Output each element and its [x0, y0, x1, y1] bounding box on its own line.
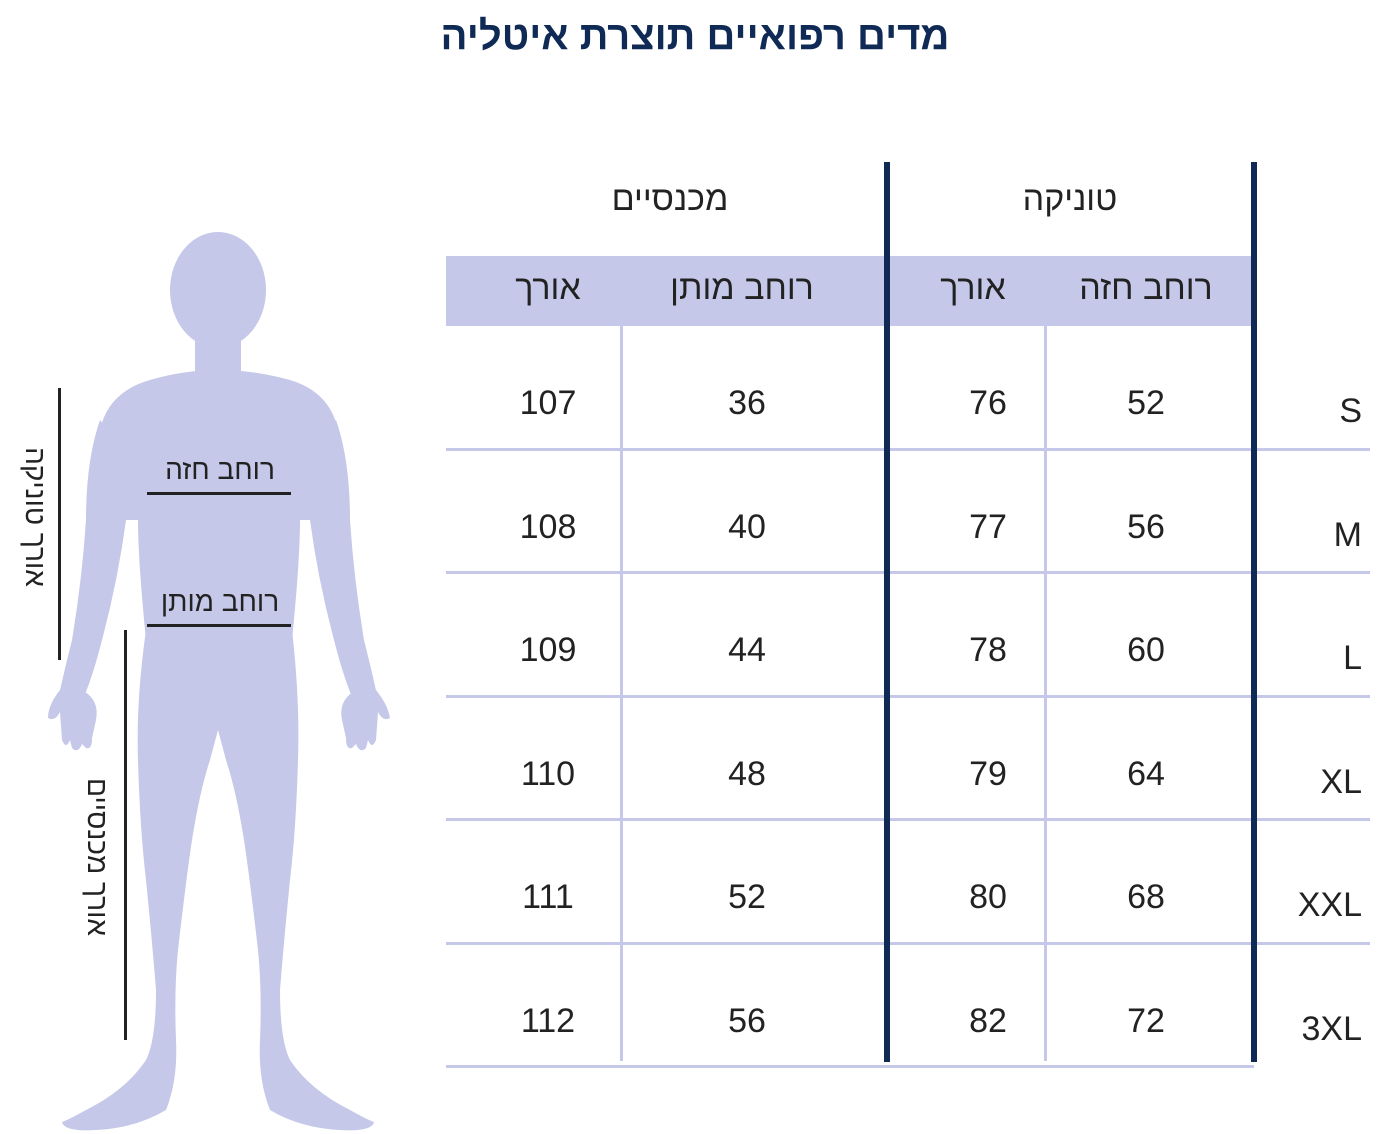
- cell-pants-length: 108: [519, 508, 577, 546]
- divider-group-right: [1251, 162, 1257, 1062]
- divider-group-left: [884, 162, 890, 1062]
- chest-measure-line: [147, 492, 291, 495]
- cell-chest: 60: [1127, 631, 1165, 669]
- size-label: M: [1333, 516, 1362, 554]
- header-tunic-chest: רוחב חזה: [1079, 269, 1213, 307]
- row-divider: [446, 571, 1370, 574]
- row-divider: [446, 448, 1370, 451]
- waist-label: רוחב מותן: [160, 586, 280, 617]
- cell-pants-length: 111: [522, 878, 574, 916]
- cell-chest: 64: [1127, 755, 1165, 793]
- body-figure: [48, 232, 390, 1131]
- pants-length-label: אורך מכנסיים: [82, 778, 113, 936]
- cell-chest: 72: [1127, 1002, 1165, 1040]
- cell-waist: 40: [728, 508, 766, 546]
- cell-chest: 52: [1127, 384, 1165, 422]
- cell-waist: 52: [728, 878, 766, 916]
- cell-waist: 36: [728, 384, 766, 422]
- cell-waist: 56: [728, 1002, 766, 1040]
- cell-tunic-length: 76: [969, 384, 1007, 422]
- size-label: XL: [1320, 763, 1362, 801]
- tunic-length-line: [58, 388, 61, 660]
- size-label: XXL: [1297, 886, 1362, 924]
- pants-length-line: [124, 630, 127, 1040]
- header-pants-length: אורך: [515, 269, 581, 307]
- size-label: 3XL: [1301, 1010, 1363, 1048]
- cell-pants-length: 110: [520, 755, 576, 793]
- cell-tunic-length: 78: [969, 631, 1007, 669]
- row-divider: [446, 818, 1370, 821]
- cell-pants-length: 107: [519, 384, 577, 422]
- group-pants: מכנסיים: [611, 180, 729, 218]
- row-divider: [446, 942, 1370, 945]
- waist-measure-line: [147, 624, 291, 627]
- chest-label: רוחב חזה: [165, 454, 275, 485]
- tunic-length-label: אורך טוניקה: [20, 447, 51, 587]
- cell-tunic-length: 79: [969, 755, 1007, 793]
- group-tunic: טוניקה: [1022, 180, 1118, 218]
- cell-pants-length: 109: [519, 631, 577, 669]
- cell-chest: 68: [1127, 878, 1165, 916]
- cell-tunic-length: 80: [969, 878, 1007, 916]
- page-title: מדים רפואיים תוצרת איטליה: [440, 14, 950, 58]
- cell-tunic-length: 82: [969, 1002, 1007, 1040]
- divider-tunic: [1044, 326, 1047, 1061]
- header-tunic-length: אורך: [940, 269, 1006, 307]
- header-pants-waist: רוחב מותן: [670, 269, 814, 307]
- size-label: S: [1339, 392, 1362, 430]
- cell-pants-length: 112: [520, 1002, 576, 1040]
- cell-tunic-length: 77: [969, 508, 1007, 546]
- row-divider: [446, 1065, 1254, 1068]
- row-divider: [446, 695, 1370, 698]
- cell-waist: 44: [728, 631, 766, 669]
- cell-chest: 56: [1127, 508, 1165, 546]
- cell-waist: 48: [728, 755, 766, 793]
- header-band: [446, 256, 1254, 326]
- size-label: L: [1343, 639, 1362, 677]
- divider-pants: [620, 326, 623, 1061]
